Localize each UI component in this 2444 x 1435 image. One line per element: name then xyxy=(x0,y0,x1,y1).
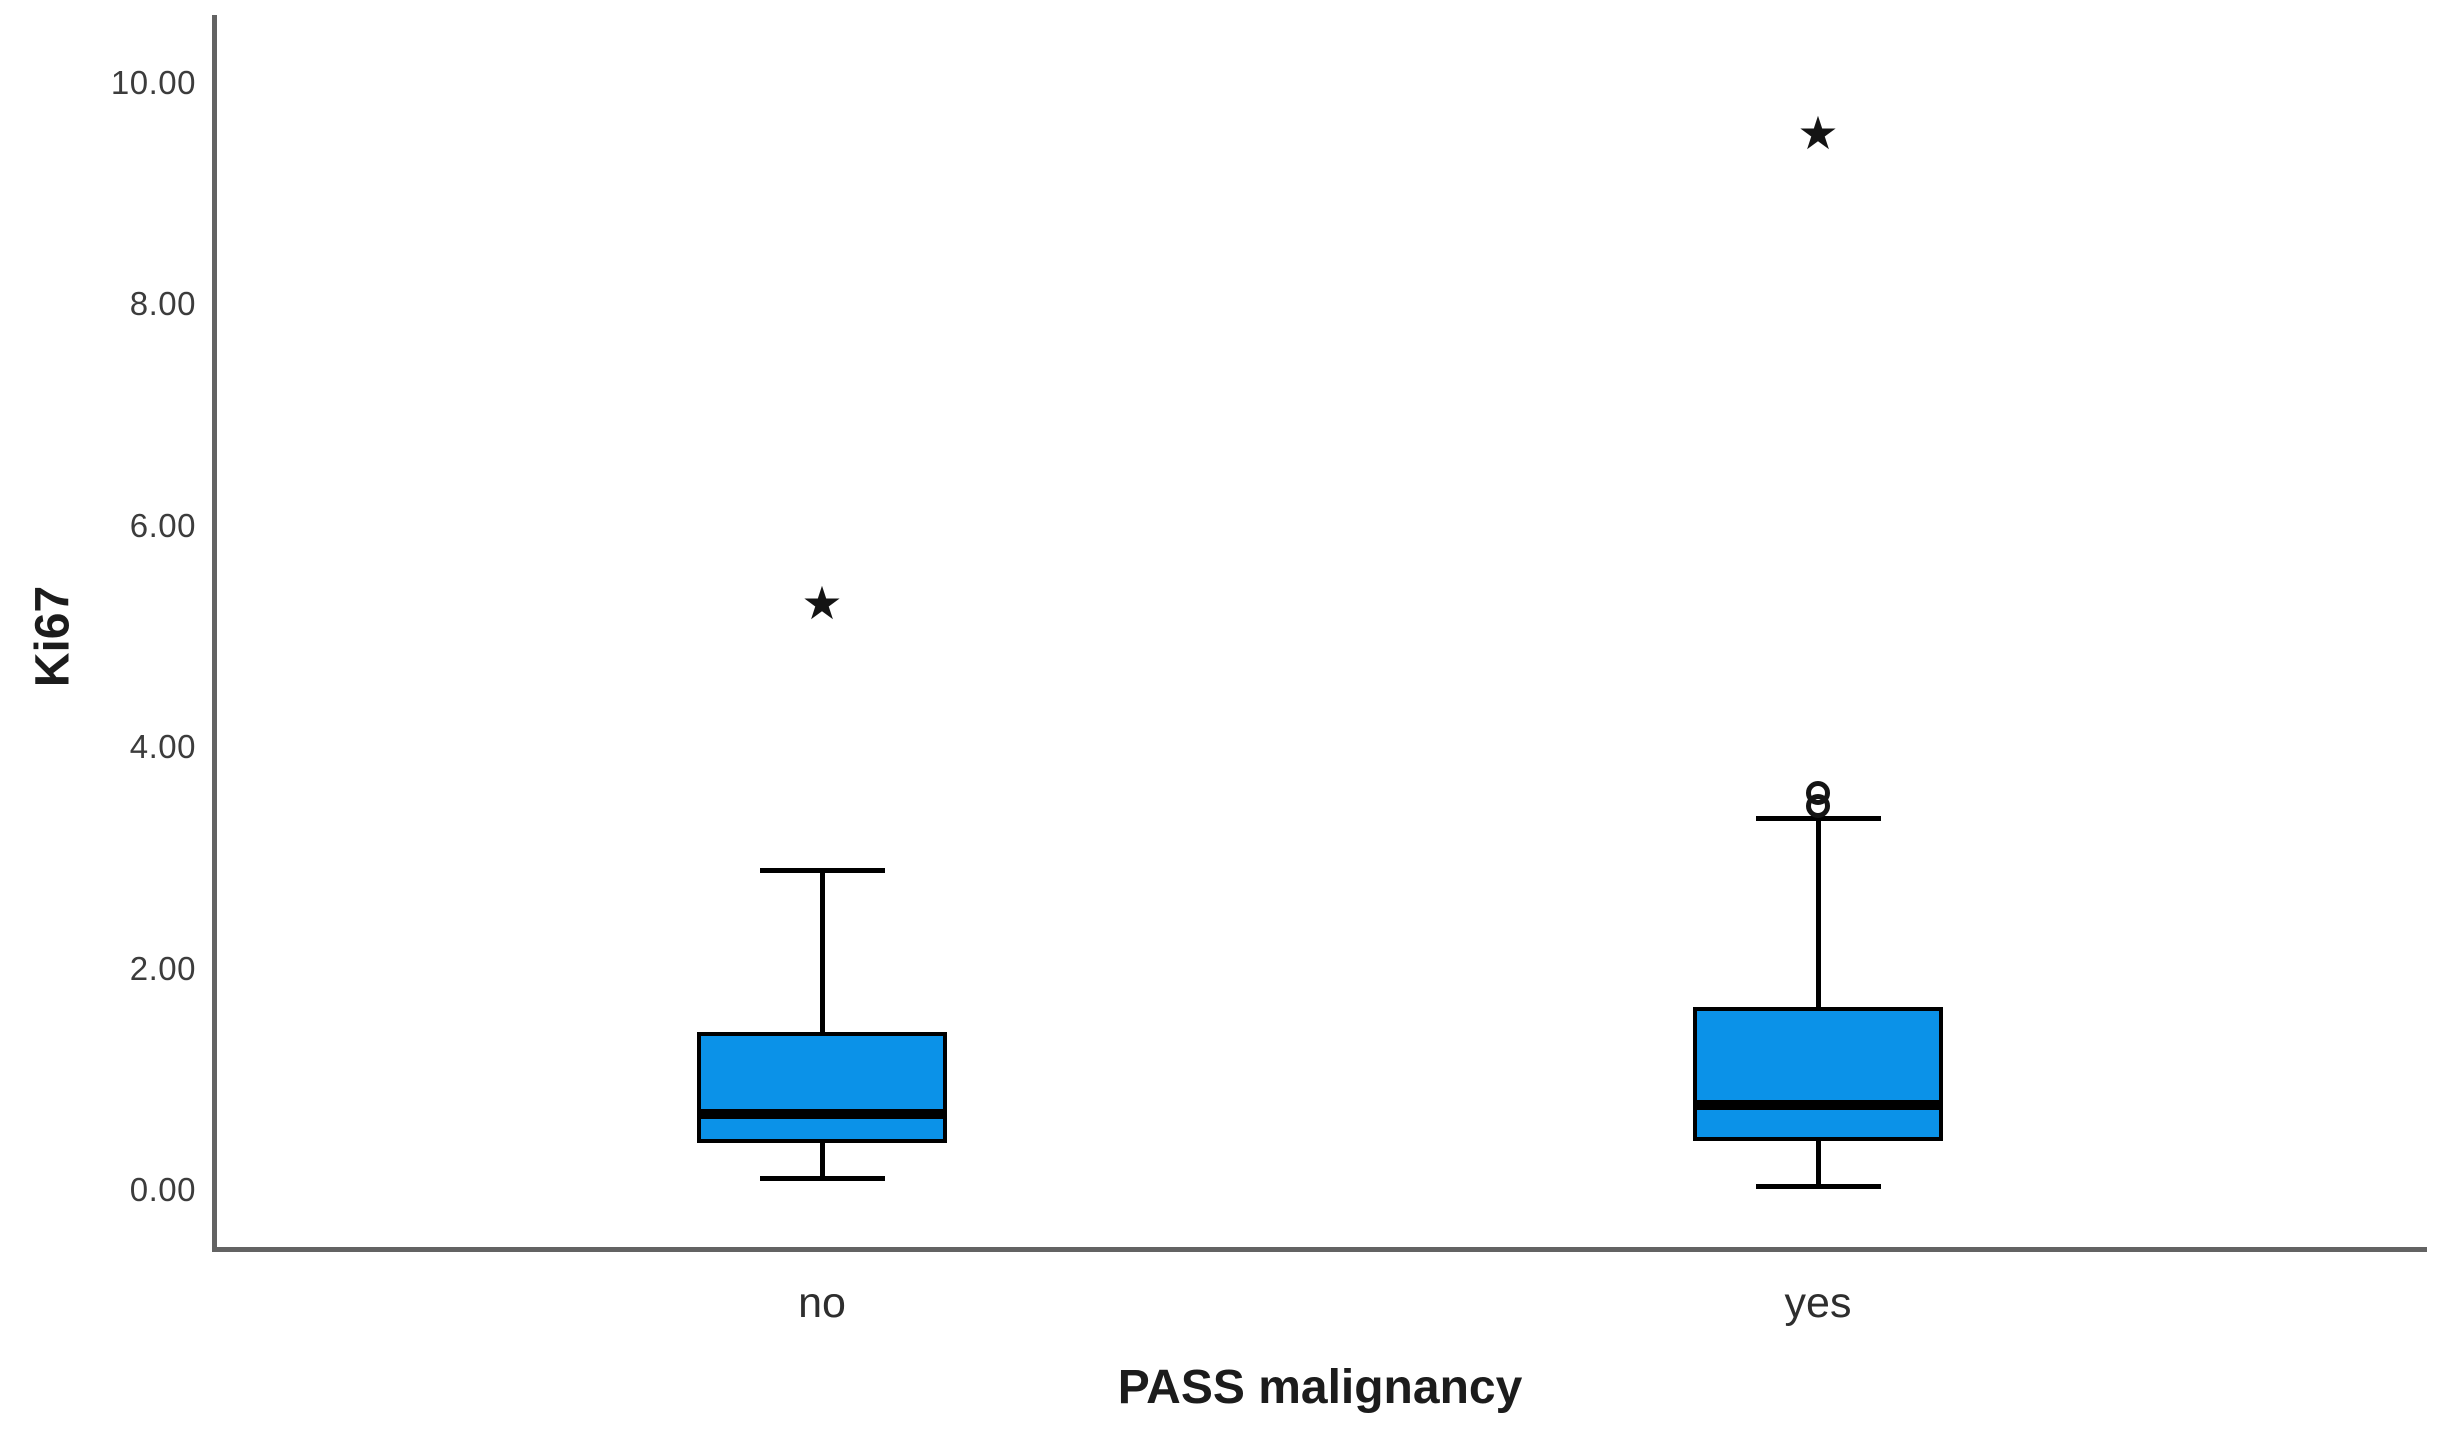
whisker-vertical-line-no xyxy=(819,870,825,1179)
x-category-label-no: no xyxy=(798,1279,846,1327)
y-tick-label: 2.00 xyxy=(129,949,196,987)
whisker-cap-lower-no xyxy=(759,1176,885,1182)
whisker-cap-upper-yes xyxy=(1755,815,1881,821)
extreme-star-yes: ★ xyxy=(1797,106,1839,159)
y-tick-label: 0.00 xyxy=(129,1171,196,1208)
x-axis-line xyxy=(212,1247,2427,1252)
extreme-star-no: ★ xyxy=(801,577,843,630)
x-axis-title: PASS malignancy xyxy=(1117,1361,1523,1414)
whisker-cap-upper-no xyxy=(759,867,885,873)
y-tick-label: 10.00 xyxy=(110,64,196,101)
iqr-box-no xyxy=(697,1031,947,1144)
x-category-label-yes: yes xyxy=(1784,1279,1852,1327)
median-line-yes xyxy=(1693,1099,1943,1110)
y-axis-title: Ki67 xyxy=(26,585,80,688)
y-tick-label: 8.00 xyxy=(129,285,196,323)
median-line-no xyxy=(697,1108,947,1119)
outlier-circle-yes xyxy=(1806,780,1830,805)
iqr-box-yes xyxy=(1693,1007,1943,1142)
whisker-vertical-line-yes xyxy=(1815,818,1821,1187)
y-tick-label: 4.00 xyxy=(129,728,196,766)
y-axis-line xyxy=(212,15,217,1252)
whisker-cap-lower-yes xyxy=(1755,1184,1881,1190)
y-tick-label: 6.00 xyxy=(129,506,196,544)
